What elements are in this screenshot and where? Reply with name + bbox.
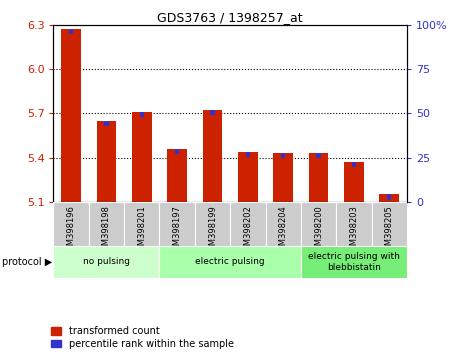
Text: GSM398201: GSM398201 — [137, 205, 146, 256]
Text: GSM398203: GSM398203 — [349, 205, 359, 256]
Bar — [97, 121, 116, 202]
Bar — [301, 246, 407, 278]
Bar — [344, 162, 364, 202]
Bar — [372, 202, 407, 246]
Text: GSM398199: GSM398199 — [208, 205, 217, 256]
Title: GDS3763 / 1398257_at: GDS3763 / 1398257_at — [157, 11, 303, 24]
Text: GSM398204: GSM398204 — [279, 205, 288, 256]
Bar — [195, 202, 230, 246]
Bar — [159, 246, 301, 278]
Bar — [69, 29, 73, 34]
Text: electric pulsing: electric pulsing — [195, 257, 265, 267]
Bar — [132, 112, 152, 202]
Bar — [352, 162, 356, 167]
Text: GSM398198: GSM398198 — [102, 205, 111, 256]
Bar — [281, 153, 286, 158]
Bar — [309, 153, 328, 202]
Text: GSM398196: GSM398196 — [66, 205, 76, 256]
Bar — [104, 121, 109, 126]
Bar — [89, 202, 124, 246]
Bar — [53, 202, 89, 246]
Bar — [230, 202, 266, 246]
Text: protocol ▶: protocol ▶ — [2, 257, 53, 267]
Bar — [175, 149, 179, 154]
Text: GSM398197: GSM398197 — [173, 205, 182, 256]
Bar — [316, 153, 321, 158]
Text: GSM398205: GSM398205 — [385, 205, 394, 256]
Legend: transformed count, percentile rank within the sample: transformed count, percentile rank withi… — [51, 326, 234, 349]
Bar — [273, 153, 293, 202]
Bar — [336, 202, 372, 246]
Bar — [167, 149, 187, 202]
Bar — [238, 152, 258, 202]
Bar — [266, 202, 301, 246]
Bar — [203, 110, 222, 202]
Bar — [210, 110, 215, 115]
Bar — [387, 194, 392, 200]
Text: electric pulsing with
blebbistatin: electric pulsing with blebbistatin — [308, 252, 400, 272]
Text: no pulsing: no pulsing — [83, 257, 130, 267]
Text: GSM398202: GSM398202 — [243, 205, 252, 256]
Bar — [246, 152, 250, 157]
Text: GSM398200: GSM398200 — [314, 205, 323, 256]
Bar — [140, 112, 144, 117]
Bar — [61, 29, 81, 202]
Bar — [379, 194, 399, 202]
Bar — [124, 202, 159, 246]
Bar — [53, 246, 159, 278]
Bar — [301, 202, 336, 246]
Bar — [159, 202, 195, 246]
